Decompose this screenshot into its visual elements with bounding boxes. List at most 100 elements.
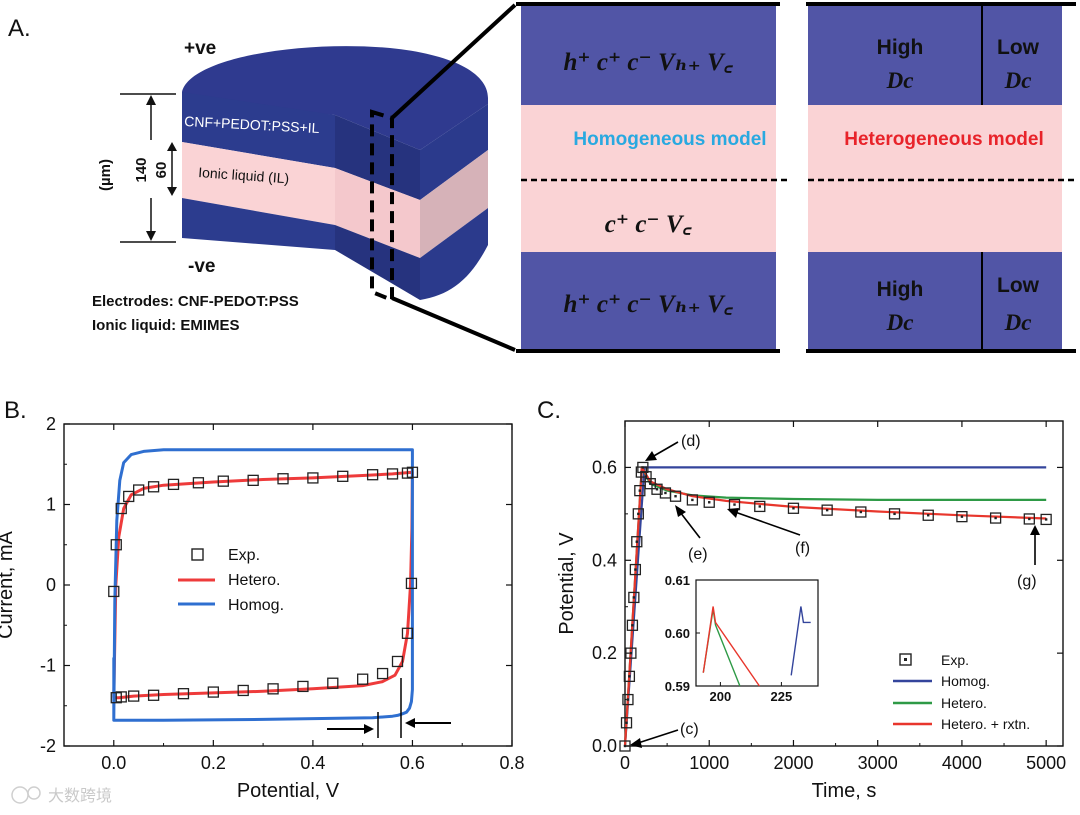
hetero-dc-high-top: Dc [886,68,914,93]
inset-series-homog [790,606,811,676]
cv-exp-point [147,689,160,701]
pt-exp-point [703,496,715,508]
cv-exp-point [108,585,120,598]
cv-exp-point [405,577,418,590]
heterogeneous-model-label: Heterogeneous model [844,129,1044,150]
ionic-layer-front [182,142,335,225]
pt-exp-point-dot [893,512,896,516]
pt-exp-point [622,693,634,706]
pt-exp-point-dot [626,698,630,701]
hetero-high-top: High [877,36,924,59]
cv-xtick-label: 0.6 [400,753,425,773]
cv-ytick-label: -2 [40,736,56,756]
potential-legend: Exp. Homog. Hetero. Hetero. + rxtn. [893,652,1030,732]
hetero-dc-low-top: Dc [1004,68,1032,93]
cv-exp-point [277,473,289,485]
cv-arrows [327,678,451,738]
legend-hetero-label: Hetero. [228,572,280,589]
annotation-c: (c) [680,721,699,738]
annotation-f: (f) [795,540,810,557]
pt-exp-point-dot [629,651,633,655]
cv-chart: 0.0 0.2 0.4 0.6 0.8 -2 -1 0 1 2 Potential, V Curren… [0,414,525,802]
device-disk [182,46,488,303]
pt-exp-point [669,490,682,502]
pt-exp-point-dot [691,498,694,502]
cv-exp-point [337,470,349,482]
pt-exp-point [628,591,640,604]
inset-ytick-label: 0.60 [665,626,690,641]
cv-xlabel: Potential, V [237,780,340,802]
cv-exp-point [406,466,419,478]
pt-exp-point-dot [641,466,645,469]
homog-electrolyte-species: c⁺ c⁻ V꜀ [605,211,693,238]
positive-terminal: +ve [184,38,216,59]
electrode-layer-label: CNF+PEDOT:PSS+IL [184,113,320,136]
cv-exp-point [110,692,122,704]
legend-c-exp-label: Exp. [941,652,969,668]
cv-xtick-label: 0.4 [300,753,325,773]
cv-ytick-label: 2 [46,414,56,434]
pt-xtick-label: 0 [620,753,630,773]
cv-exp-point [167,478,180,491]
pt-xtick-label: 2000 [773,753,813,773]
bottom-electrode-layer [182,198,335,250]
electrodes-note: Electrodes: CNF-PEDOT:PSS [92,293,299,310]
pt-exp-point-dot [664,491,667,495]
heterogeneous-model-box [806,2,1076,353]
inset-ytick-label: 0.61 [665,573,690,588]
pt-ytick-label: 0.2 [592,643,617,663]
pt-exp-point-dot [634,568,637,571]
watermark-text: 大数跨境 [48,786,112,805]
pt-exp-point [1040,513,1052,526]
cv-ytick-label: -1 [40,656,56,676]
cv-xtick-label: 0.0 [101,753,126,773]
pt-exp-point-dot [649,482,652,485]
pt-ytick-label: 0.4 [592,550,617,570]
pt-exp-point-dot [1044,518,1048,521]
inset-xtick-label: 225 [771,689,793,704]
pt-xtick-label: 5000 [1026,753,1066,773]
cv-exp-point [177,688,190,700]
pt-exp-point-dot [792,507,795,510]
pt-exp-point-dot [960,515,964,518]
cv-ylabel: Current, mA [0,530,17,638]
legend-exp-marker [191,548,204,561]
homogeneous-model-box [516,2,790,353]
inset-ytick-label: 0.59 [665,679,690,694]
pt-exp-point [686,494,699,506]
potential-time-chart: 0 1000 2000 3000 4000 5000 0.0 0.2 0.4 0.6 Time, s… [556,420,1066,802]
pt-exp-point [821,504,833,516]
pt-exp-point [631,536,643,548]
pt-exp-point [629,563,642,576]
cv-exp-point [307,472,319,484]
cv-ytick-label: 0 [46,575,56,595]
cv-ytick-label: 1 [46,495,56,515]
panel-c-label: C. [537,397,561,424]
pt-frame [624,420,1064,747]
pt-xlabel: Time, s [812,780,877,802]
pt-exp-point-dot [632,596,636,599]
cv-exp-point [207,686,219,698]
pt-exp-point [620,717,633,729]
cv-exp-point [376,667,389,680]
homog-electrode-species-bottom: h⁺ c⁺ c⁻ Vₕ₊ V꜀ [564,291,734,318]
pt-xtick-label: 1000 [689,753,729,773]
cv-exp-point [366,469,379,481]
cv-exp-point [110,539,122,551]
hetero-low-top: Low [997,36,1040,59]
pt-exp-point [922,509,934,521]
cv-exp-point [192,477,205,489]
cv-xtick-label: 0.2 [201,753,226,773]
pt-exp-point-dot [635,540,638,543]
pt-exp-point-dot [758,505,761,508]
annotation-d: (d) [681,433,701,450]
annotation-g: (g) [1017,573,1037,590]
pt-xtick-label: 3000 [858,753,898,773]
hetero-low-bottom: Low [997,274,1040,297]
legend-exp-label: Exp. [228,547,260,564]
legend-c-hetero-label: Hetero. [941,695,987,711]
zoom-line-top [390,3,517,120]
cv-exp-point [133,484,145,496]
negative-terminal: -ve [188,256,215,277]
